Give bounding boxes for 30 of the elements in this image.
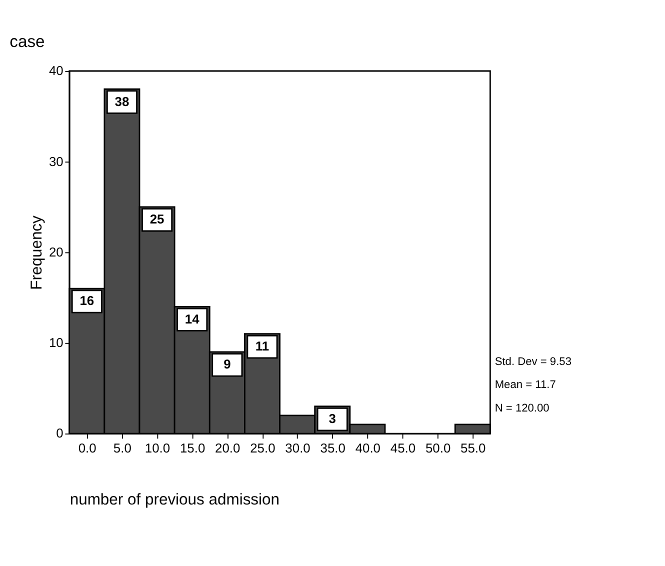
x-tick-label: 50.0 [425,440,451,456]
x-tick-label: 0.0 [78,440,96,456]
data-label: 9 [224,356,231,372]
x-tick-label: 20.0 [215,440,240,456]
y-tick-label: 0 [56,426,64,441]
x-tick-label: 25.0 [250,440,276,456]
data-label: 16 [80,293,94,308]
y-tick-label: 30 [48,154,64,169]
x-tick-label: 45.0 [390,440,416,456]
text: Std. Dev = 9.53 [494,356,572,368]
data-label: 14 [184,311,200,326]
x-tick-label: 10.0 [144,440,170,456]
x-tick-label: 15.0 [180,440,206,456]
y-axis-title: Frequency [28,215,46,290]
data-label: 25 [150,212,164,227]
text: Mean = 11.7 [494,379,556,392]
x-tick-label: 5.0 [113,440,132,456]
x-tick-label: 55.0 [460,440,486,456]
x-tick-label: 35.0 [320,440,346,456]
data-label: 11 [255,338,270,354]
y-tick-label: 40 [48,63,64,78]
x-axis-title: number of previous admission [70,491,280,508]
x-tick-label: 30.0 [285,440,310,456]
chart-title: case [10,32,45,51]
data-label: 3 [328,411,336,426]
data-label: 38 [114,94,130,109]
text: N = 120.00 [494,402,550,414]
y-tick-label: 20 [48,244,64,260]
y-tick-label: 10 [48,335,64,350]
x-tick-label: 40.0 [355,440,381,456]
